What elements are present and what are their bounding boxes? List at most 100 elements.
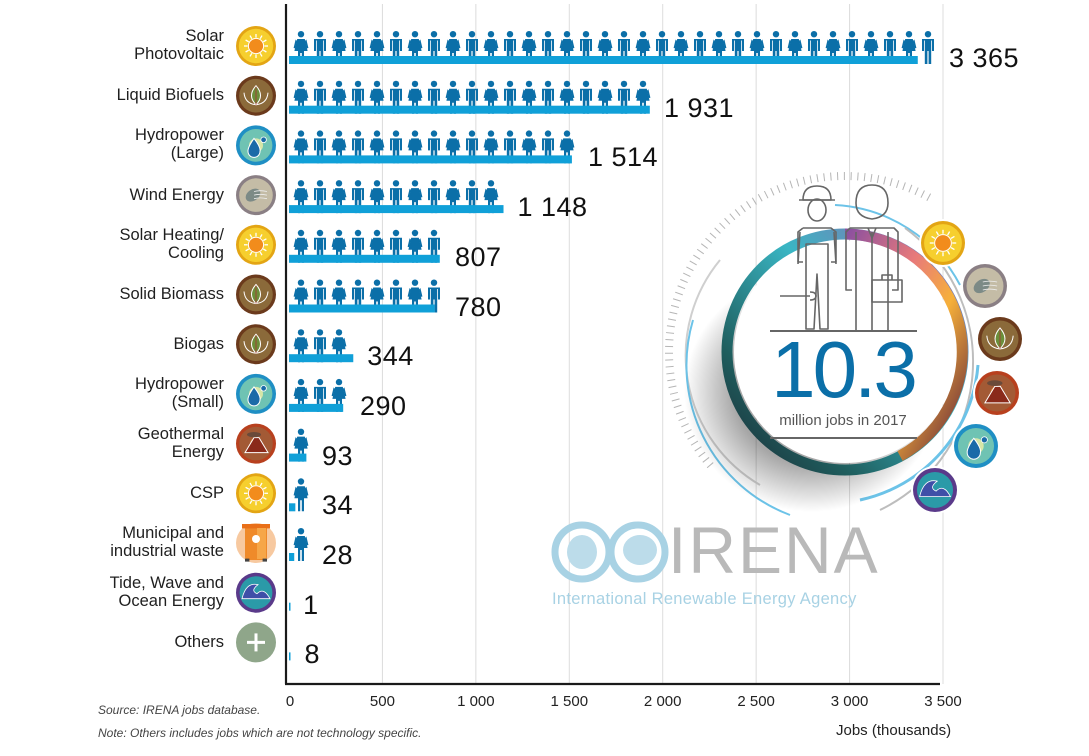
hatch-tick	[740, 204, 746, 213]
hatch-tick	[714, 227, 721, 234]
row-label: Wind Energy	[130, 186, 224, 204]
man-figure-icon	[922, 31, 934, 64]
chart-row	[236, 224, 440, 265]
row-label: Solar Heating/Cooling	[119, 226, 224, 262]
hatch-tick	[914, 187, 919, 196]
gradient-ring-right	[844, 228, 968, 461]
sun-icon	[236, 473, 276, 514]
hatch-tick	[665, 365, 674, 368]
hatch-tick	[680, 278, 688, 284]
hatch-tick	[705, 237, 713, 244]
volcano-icon	[975, 371, 1019, 415]
leaf-icon	[236, 274, 276, 315]
leaf-icon	[236, 75, 276, 116]
hatch-tick	[668, 385, 677, 389]
hatch-tick	[678, 417, 687, 422]
hatch-tick	[809, 175, 813, 184]
hatch-tick	[665, 332, 675, 334]
hatch-tick	[926, 193, 932, 201]
value-label: 780	[455, 291, 502, 322]
x-axis-title: Jobs (thousands)	[836, 722, 952, 739]
bar	[289, 652, 291, 661]
water-drop-icon	[236, 373, 276, 414]
wind-icon	[236, 175, 276, 216]
hatch-tick	[763, 190, 769, 199]
row-label: Biogas	[174, 335, 224, 353]
row-label-line: Energy	[171, 442, 224, 461]
row-label: Municipal and industrial waste	[110, 524, 224, 560]
hatch-tick	[700, 243, 708, 249]
hatch-tick	[734, 209, 741, 217]
sun-icon	[236, 224, 276, 265]
volcano-icon	[236, 423, 276, 464]
row-label: Solar Photovoltaic	[134, 27, 224, 63]
hatch-tick	[675, 291, 683, 296]
chart-row	[236, 324, 354, 365]
hatch-tick	[920, 190, 925, 198]
x-tick-label: 0	[285, 693, 295, 710]
chart-row	[236, 572, 291, 613]
x-tick-label: 3 000	[830, 693, 869, 710]
wind-icon	[963, 264, 1007, 308]
row-label-line: Solar Heating/	[119, 225, 224, 244]
hatch-tick	[669, 311, 678, 315]
chart-row	[236, 75, 651, 116]
workers-illustration	[780, 184, 903, 330]
wave-icon	[913, 468, 957, 512]
row-label: Geothermal Energy	[138, 425, 224, 461]
value-label: 1 931	[664, 92, 735, 123]
chart-rows	[236, 26, 934, 663]
chart-row	[236, 473, 309, 514]
hatch-tick	[908, 184, 913, 193]
bar	[289, 304, 435, 313]
x-tick-label: 500	[369, 693, 395, 710]
row-label-line: Wind Energy	[129, 185, 224, 204]
row-label: Liquid Biofuels	[117, 86, 224, 104]
footnote: Note: Others includes jobs which are not…	[98, 726, 422, 740]
hatch-tick	[830, 172, 832, 181]
bar	[289, 602, 291, 611]
hatch-tick	[669, 391, 678, 395]
bar	[289, 354, 354, 363]
chart-row	[236, 175, 504, 216]
row-label-line: Geothermal	[137, 424, 224, 443]
hatch-tick	[902, 182, 906, 191]
chart-row	[236, 423, 309, 464]
hatch-tick	[724, 217, 731, 225]
value-label: 3 365	[949, 43, 1020, 73]
hatch-tick	[757, 194, 763, 202]
row-label-line: Hydropower	[135, 374, 224, 393]
row-label-line: (Small)	[171, 392, 224, 411]
bar	[289, 155, 572, 164]
hatch-tick	[857, 172, 859, 181]
value-label: 1	[303, 589, 319, 620]
outer-blue-arc-right	[834, 204, 961, 286]
hatch-tick	[870, 173, 873, 183]
value-label: 93	[322, 440, 354, 471]
bar	[289, 105, 650, 114]
headline-number: 10.3	[771, 325, 918, 414]
hatch-tick	[719, 222, 726, 230]
x-tick-label: 2 000	[643, 693, 682, 710]
row-label-line: industrial waste	[110, 542, 224, 560]
hatch-tick	[666, 325, 675, 328]
hatch-tick	[776, 185, 781, 193]
hatch-tick	[796, 178, 800, 187]
hatch-tick	[682, 272, 691, 278]
hatch-tick	[681, 423, 689, 428]
bar	[289, 503, 296, 512]
hatch-tick	[665, 338, 674, 341]
row-label-line: (Large)	[170, 144, 224, 163]
plus-icon	[236, 622, 276, 663]
row-label-line: Solar	[185, 27, 224, 45]
hatch-tick	[696, 248, 705, 255]
irena-logo-mark	[551, 521, 669, 583]
value-label: 8	[304, 639, 321, 670]
value-label: 290	[360, 390, 407, 421]
sun-icon	[236, 26, 276, 66]
woman-figure-icon	[293, 528, 309, 561]
hatch-tick	[689, 260, 697, 266]
hatch-tick	[671, 304, 679, 308]
hatch-tick	[709, 232, 717, 239]
row-label-line: CSP	[190, 483, 224, 502]
